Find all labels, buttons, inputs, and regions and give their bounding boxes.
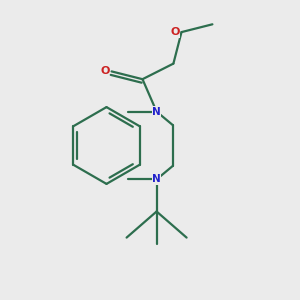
Text: N: N [152, 106, 161, 117]
Text: O: O [100, 66, 110, 76]
Text: N: N [152, 174, 161, 184]
Text: O: O [170, 27, 180, 37]
